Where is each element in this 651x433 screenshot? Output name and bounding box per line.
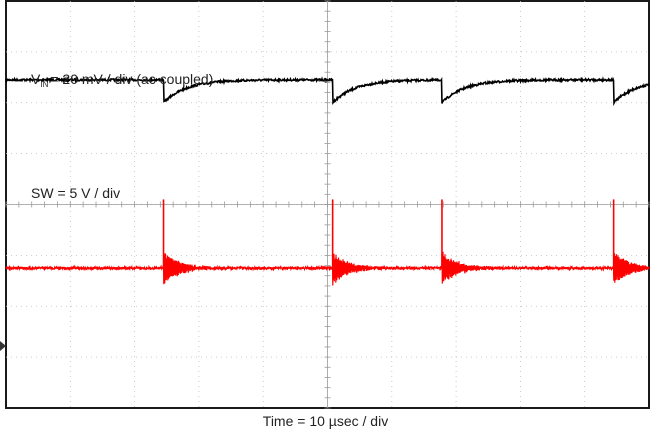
sw-trace-label: SW = 5 V / div <box>31 185 120 201</box>
graticule <box>5 0 650 409</box>
vin-label-subscript: IN <box>40 80 48 89</box>
traces <box>5 75 650 286</box>
sw-trace <box>5 251 650 286</box>
vin-label-prefix: V <box>31 71 41 87</box>
vin-label-rest: = 20 mV / div (ac coupled) <box>50 71 213 87</box>
vin-trace-label: VIN = 20 mV / div (ac coupled) <box>31 71 213 89</box>
vin-trace <box>5 75 650 107</box>
ground-marker-icon <box>0 341 6 351</box>
x-axis-label: Time = 10 µsec / div <box>262 413 389 429</box>
